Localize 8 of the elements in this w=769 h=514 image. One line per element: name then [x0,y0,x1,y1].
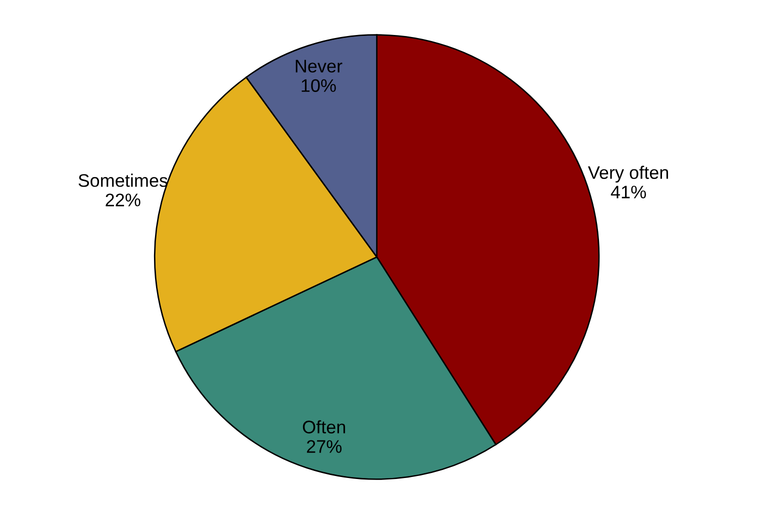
slice-label: Very often [588,166,668,183]
data-label: 22% [106,194,140,206]
slice-label: Sometimes [78,174,168,187]
data-label: 41% [610,186,646,198]
data-label: 10% [302,79,336,92]
data-label: 27% [306,440,342,453]
slice-label: Often [302,420,346,434]
slice-label: Never [296,60,342,73]
